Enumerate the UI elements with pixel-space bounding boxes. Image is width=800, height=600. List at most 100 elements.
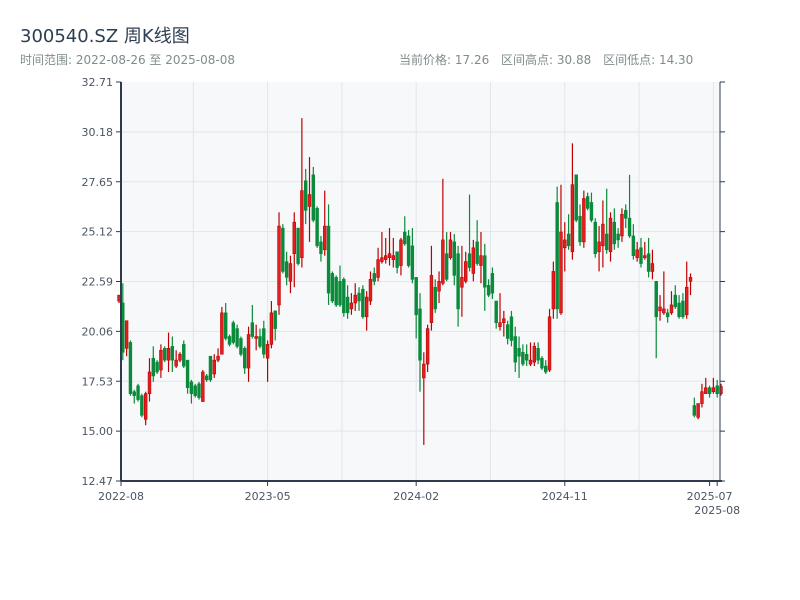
candle-down xyxy=(258,328,262,349)
x-tick-label: 2024-02 xyxy=(393,490,439,503)
candle-down xyxy=(410,228,415,284)
candle-down xyxy=(585,192,590,211)
candle-body xyxy=(223,312,228,339)
candle-body xyxy=(547,316,552,371)
candle-down xyxy=(486,279,491,298)
candle-body xyxy=(456,253,460,310)
candle-down xyxy=(197,381,201,400)
y-tick-label: 12.47 xyxy=(82,475,114,488)
candle-up xyxy=(582,190,586,248)
candle-down xyxy=(631,224,636,260)
candle-body xyxy=(342,279,346,314)
candle-up xyxy=(376,247,380,282)
candle-down xyxy=(235,324,239,349)
candle-body xyxy=(490,273,495,294)
candle-body xyxy=(563,239,567,249)
candle-down xyxy=(665,308,670,323)
candle-up xyxy=(498,293,502,331)
candle-up xyxy=(635,241,639,262)
candle-down xyxy=(692,397,697,418)
candle-up xyxy=(300,118,304,268)
candle-down xyxy=(372,267,376,286)
candle-down xyxy=(319,235,323,262)
candle-body xyxy=(231,322,236,343)
candle-body xyxy=(326,225,331,294)
candle-body xyxy=(627,217,632,237)
candle-body xyxy=(688,277,693,282)
candle-body xyxy=(277,225,281,306)
candle-body xyxy=(284,261,289,278)
candle-body xyxy=(361,288,365,318)
candle-body xyxy=(384,255,388,260)
candle-down xyxy=(193,383,197,398)
candle-up xyxy=(399,237,403,276)
candle-body xyxy=(288,263,293,282)
candle-down xyxy=(315,206,319,248)
candle-body xyxy=(479,255,483,266)
candle-body xyxy=(437,281,441,292)
candle-body xyxy=(243,348,247,369)
candle-up xyxy=(391,237,396,268)
candle-body xyxy=(250,322,255,337)
y-tick-label: 17.53 xyxy=(82,375,114,388)
candle-down xyxy=(303,168,308,225)
candle-body xyxy=(635,249,639,258)
candle-down xyxy=(334,275,338,307)
candle-down xyxy=(414,277,418,339)
y-tick-label: 15.00 xyxy=(82,425,114,438)
candle-up xyxy=(559,184,563,315)
candle-body xyxy=(357,292,361,302)
candle-body xyxy=(692,405,697,416)
candle-body xyxy=(536,348,540,361)
candle-body xyxy=(387,253,392,258)
candle-body xyxy=(208,355,213,381)
candle-body xyxy=(189,381,194,394)
candle-down xyxy=(273,310,277,341)
candle-down xyxy=(140,393,144,418)
candle-down xyxy=(311,166,316,223)
candle-body xyxy=(422,363,426,379)
candle-up xyxy=(159,344,163,378)
candle-body xyxy=(585,196,590,209)
candle-down xyxy=(494,300,498,329)
candle-body xyxy=(193,385,197,396)
candle-down xyxy=(433,279,437,313)
candle-down xyxy=(456,245,460,327)
candle-down xyxy=(639,237,643,268)
candle-body xyxy=(494,300,498,324)
candle-down xyxy=(189,379,194,404)
candle-body xyxy=(574,174,578,221)
candle-down xyxy=(250,304,255,339)
candle-down xyxy=(578,204,582,246)
candle-up xyxy=(601,200,605,268)
candle-down xyxy=(589,192,594,223)
candle-body xyxy=(151,357,155,377)
candle-body xyxy=(513,336,517,363)
candle-up xyxy=(563,222,567,272)
candle-body xyxy=(124,320,129,349)
candle-up xyxy=(425,324,430,372)
candle-body xyxy=(315,208,319,247)
candle-body xyxy=(170,346,175,361)
current-price: 当前价格: 17.26 xyxy=(399,53,490,67)
candle-down xyxy=(395,251,399,274)
candle-body xyxy=(696,403,700,418)
candle-up xyxy=(307,157,312,242)
candle-down xyxy=(555,186,559,319)
candle-down xyxy=(574,174,578,223)
candle-down xyxy=(715,379,719,398)
candle-body xyxy=(307,194,312,207)
candle-body xyxy=(521,351,525,365)
candle-down xyxy=(707,385,712,398)
candle-body xyxy=(246,334,251,369)
candle-down xyxy=(239,336,243,357)
range-low: 区间低点: 14.30 xyxy=(603,53,694,67)
candle-body xyxy=(296,227,300,264)
candle-body xyxy=(464,261,468,282)
candle-body xyxy=(258,336,262,347)
candle-down xyxy=(227,334,232,347)
candle-down xyxy=(136,383,140,402)
candle-body xyxy=(117,294,121,302)
candles xyxy=(117,118,723,445)
candle-up xyxy=(353,283,357,311)
